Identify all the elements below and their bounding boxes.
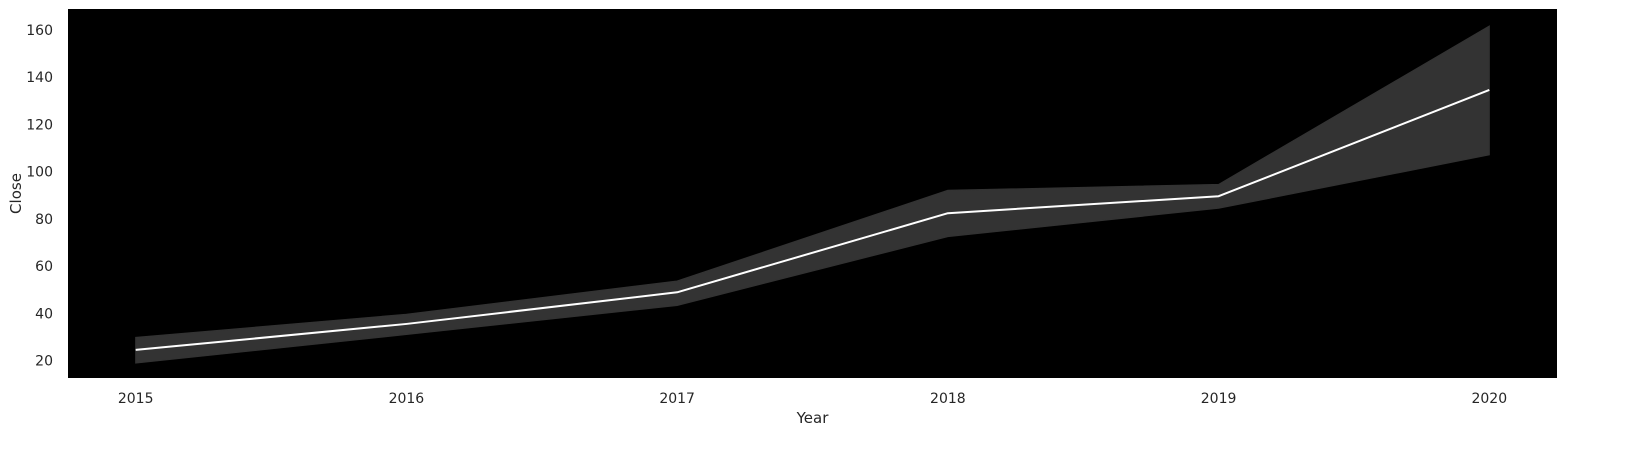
y-tick-label: 120 [26, 117, 53, 133]
y-axis-label: Close [7, 173, 25, 214]
y-tick-label: 100 [26, 165, 53, 181]
confidence-band-layer [135, 25, 1490, 364]
y-tick-label: 20 [35, 354, 53, 370]
y-tick-label: 140 [26, 70, 53, 86]
x-tick-label: 2016 [389, 391, 425, 407]
y-tick-label: 80 [35, 212, 53, 228]
x-tick-label: 2020 [1471, 391, 1507, 407]
plot-area [68, 9, 1557, 378]
y-axis-ticks: 20 40 60 80 100 120 140 160 [26, 23, 53, 370]
y-tick-label: 60 [35, 259, 53, 275]
x-axis-ticks: 2015 2016 2017 2018 2019 2020 [118, 391, 1507, 407]
series-line-layer [135, 89, 1490, 351]
x-axis-label: Year [796, 409, 830, 427]
y-tick-label: 40 [35, 306, 53, 322]
series-line [135, 89, 1490, 351]
y-tick-label: 160 [26, 23, 53, 39]
confidence-band [135, 25, 1490, 364]
x-tick-label: 2018 [930, 391, 966, 407]
x-tick-label: 2017 [659, 391, 695, 407]
x-tick-label: 2019 [1201, 391, 1237, 407]
x-tick-label: 2015 [118, 391, 154, 407]
